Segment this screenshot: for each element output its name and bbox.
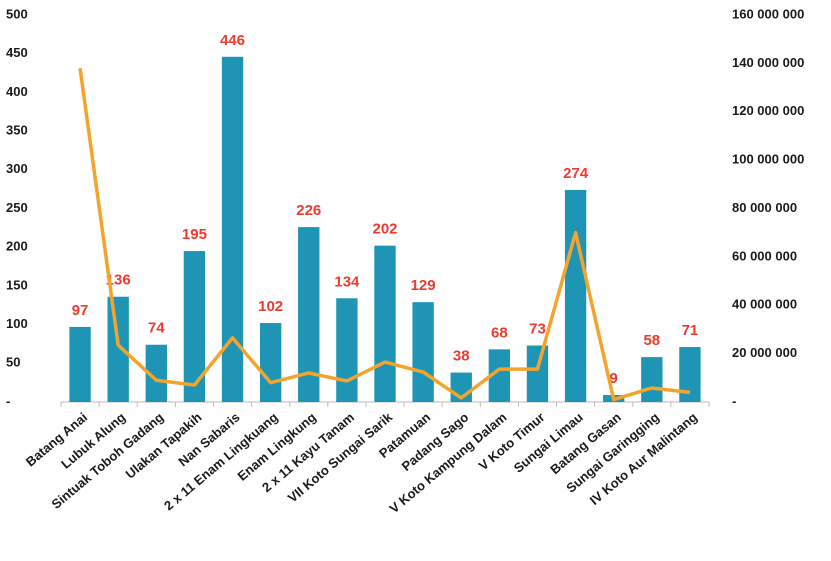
bar [679,347,701,402]
y-tick-label: 450 [6,45,28,60]
bar [412,302,434,402]
data-label: 68 [491,324,508,341]
line [78,67,691,402]
y-tick-label: 400 [6,84,28,99]
bar [298,227,320,402]
data-label: 134 [334,273,360,290]
data-label: 446 [220,32,245,49]
bar [488,349,511,402]
bar [374,245,396,402]
data-label: 102 [258,298,283,315]
bar [526,345,549,402]
bar [259,323,282,402]
y2-tick-label: 140 000 000 [732,55,804,70]
data-label: 129 [411,277,436,294]
data-label: 136 [106,272,131,289]
data-label: 73 [529,320,546,337]
data-label: 74 [148,320,165,337]
y-tick-label: 500 [6,6,28,21]
y-tick-label: 150 [6,277,28,292]
bar [107,296,129,402]
y-tick-label: 200 [6,239,28,254]
y-tick-label: - [6,393,10,408]
data-label: 71 [682,322,699,339]
y2-tick-label: 120 000 000 [732,103,804,118]
y2-tick-label: 160 000 000 [732,6,804,21]
y-tick-label: 350 [6,123,28,138]
y2-tick-label: 60 000 000 [732,248,797,263]
bar [221,56,244,403]
data-label: 97 [72,302,89,319]
y-tick-label: 300 [6,161,28,176]
data-label: 195 [182,226,207,243]
data-label: 38 [453,348,470,365]
y-tick-label: 100 [6,316,28,331]
data-label: 202 [372,221,397,238]
y2-tick-label: 40 000 000 [732,297,797,312]
y-tick-label: 250 [6,200,28,215]
data-label: 226 [296,202,321,219]
bar [69,326,91,402]
data-label: 58 [643,332,660,349]
y2-tick-label: 100 000 000 [732,152,804,167]
data-label: 9 [610,370,618,387]
bar [183,251,206,402]
data-label: 274 [563,165,589,182]
bar [641,357,663,402]
bar [336,298,358,402]
y2-tick-label: - [732,393,736,408]
bar [145,344,167,402]
y2-tick-label: 20 000 000 [732,345,797,360]
y2-tick-label: 80 000 000 [732,200,797,215]
bar [564,189,587,402]
y-tick-label: 50 [6,355,20,370]
